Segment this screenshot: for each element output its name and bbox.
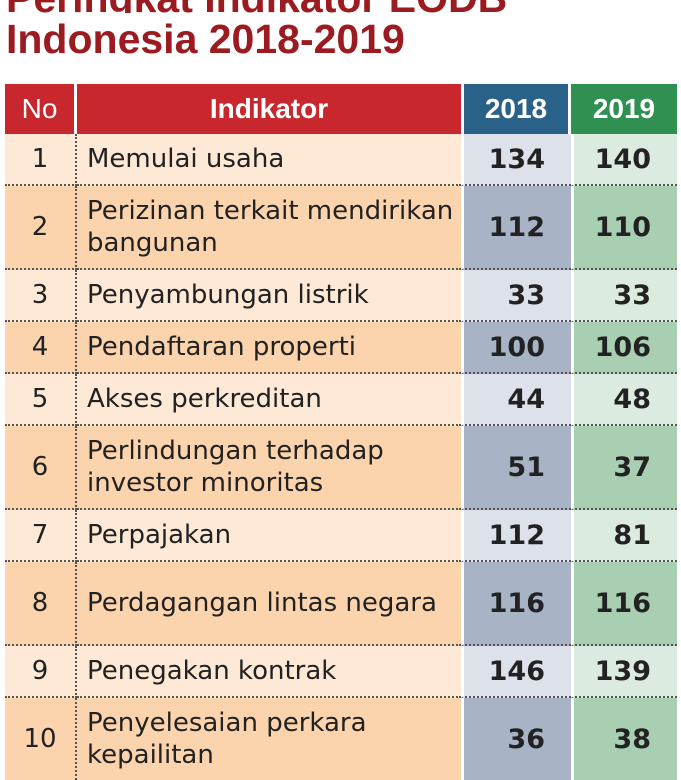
rank-2019: 37 bbox=[571, 426, 677, 510]
rank-2018: 33 bbox=[461, 270, 571, 322]
table-row: 9 Penegakan kontrak 146 139 bbox=[5, 646, 677, 698]
row-number: 9 bbox=[5, 646, 77, 698]
rank-2019: 38 bbox=[571, 698, 677, 780]
indicator-label: Perpajakan bbox=[77, 510, 461, 562]
indicator-label: Perlindungan terhadap investor minoritas bbox=[77, 426, 461, 510]
rank-2018: 112 bbox=[461, 186, 571, 270]
rank-2018: 116 bbox=[461, 562, 571, 646]
rank-2019: 81 bbox=[571, 510, 677, 562]
table-row: 5 Akses perkreditan 44 48 bbox=[5, 374, 677, 426]
rank-2018: 112 bbox=[461, 510, 571, 562]
table-row: 8 Perdagangan lintas negara 116 116 bbox=[5, 562, 677, 646]
rank-2019: 48 bbox=[571, 374, 677, 426]
rank-2018: 146 bbox=[461, 646, 571, 698]
header-2018: 2018 bbox=[461, 84, 571, 134]
title-line-2: Indonesia 2018-2019 bbox=[6, 16, 405, 62]
rank-2019: 33 bbox=[571, 270, 677, 322]
row-number: 4 bbox=[5, 322, 77, 374]
row-number: 2 bbox=[5, 186, 77, 270]
row-number: 7 bbox=[5, 510, 77, 562]
rank-2019: 110 bbox=[571, 186, 677, 270]
indicator-label: Akses perkreditan bbox=[77, 374, 461, 426]
rank-2018: 100 bbox=[461, 322, 571, 374]
rank-2018: 51 bbox=[461, 426, 571, 510]
table-row: 4 Pendaftaran properti 100 106 bbox=[5, 322, 677, 374]
rank-2019: 140 bbox=[571, 134, 677, 186]
header-no: No bbox=[5, 84, 77, 134]
header-indikator: Indikator bbox=[77, 84, 461, 134]
indicator-label: Penyambungan listrik bbox=[77, 270, 461, 322]
indicator-table: No Indikator 2018 2019 1 Memulai usaha 1… bbox=[5, 84, 677, 780]
row-number: 1 bbox=[5, 134, 77, 186]
table-row: 3 Penyambungan listrik 33 33 bbox=[5, 270, 677, 322]
rank-2018: 44 bbox=[461, 374, 571, 426]
row-number: 10 bbox=[5, 698, 77, 780]
table-row: 6 Perlindungan terhadap investor minorit… bbox=[5, 426, 677, 510]
title-line-1: Peringkat Indikator EODB bbox=[6, 0, 676, 13]
indicator-label: Penyelesaian perkara kepailitan bbox=[77, 698, 461, 780]
table-row: 2 Perizinan terkait mendirikan bangunan … bbox=[5, 186, 677, 270]
rank-2019: 106 bbox=[571, 322, 677, 374]
indicator-label: Perdagangan lintas negara bbox=[77, 562, 461, 646]
rank-2018: 134 bbox=[461, 134, 571, 186]
indicator-label: Memulai usaha bbox=[77, 134, 461, 186]
row-number: 5 bbox=[5, 374, 77, 426]
rank-2018: 36 bbox=[461, 698, 571, 780]
row-number: 8 bbox=[5, 562, 77, 646]
header-2019: 2019 bbox=[571, 84, 677, 134]
table-row: 1 Memulai usaha 134 140 bbox=[5, 134, 677, 186]
indicator-label: Penegakan kontrak bbox=[77, 646, 461, 698]
rank-2019: 139 bbox=[571, 646, 677, 698]
table-row: 10 Penyelesaian perkara kepailitan 36 38 bbox=[5, 698, 677, 780]
table-header-row: No Indikator 2018 2019 bbox=[5, 84, 677, 134]
row-number: 6 bbox=[5, 426, 77, 510]
table-row: 7 Perpajakan 112 81 bbox=[5, 510, 677, 562]
rank-2019: 116 bbox=[571, 562, 677, 646]
indicator-label: Pendaftaran properti bbox=[77, 322, 461, 374]
infographic-title: Peringkat Indikator EODB Indonesia 2018-… bbox=[6, 0, 676, 61]
row-number: 3 bbox=[5, 270, 77, 322]
indicator-label: Perizinan terkait mendirikan bangunan bbox=[77, 186, 461, 270]
